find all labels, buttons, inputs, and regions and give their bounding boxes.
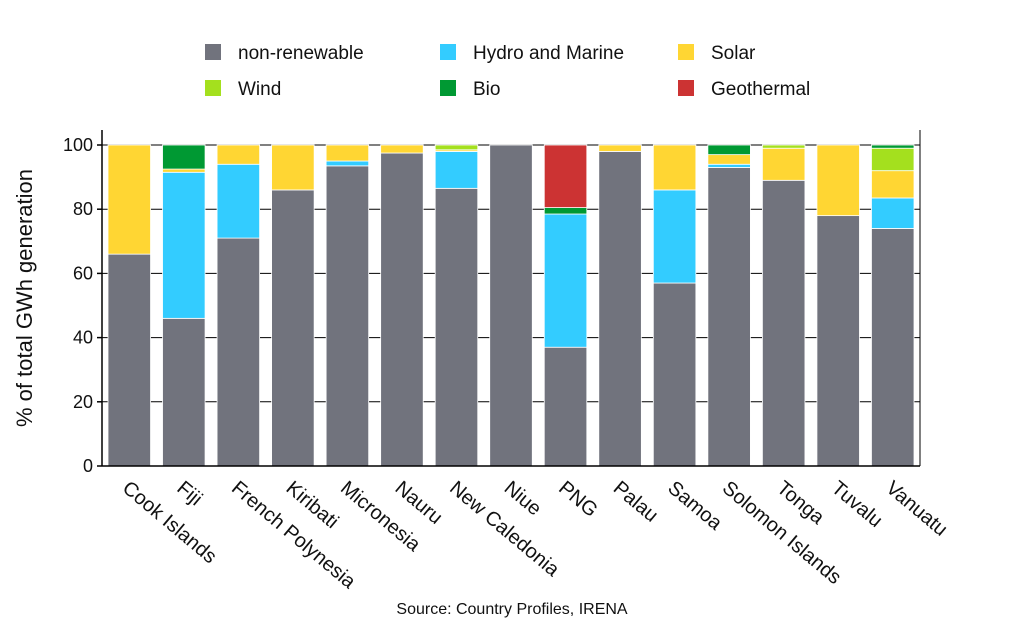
bar-solomon-islands-bio (707, 144, 751, 156)
bar-kiribati-non-renewable (271, 189, 315, 467)
legend-label-bio: Bio (473, 79, 500, 100)
axes (97, 130, 921, 467)
bar-png-geothermal (543, 144, 588, 208)
bar-solomon-islands-hydro-and-marine (707, 163, 751, 168)
y-tick-label-0: 0 (83, 456, 93, 476)
legend-label-solar: Solar (711, 43, 756, 64)
legend-swatch-hydro-and-marine (440, 44, 456, 60)
bar-micronesia-solar (325, 144, 370, 162)
legend-swatch-non-renewable (205, 44, 221, 60)
legend-label-hydro-and-marine: Hydro and Marine (473, 43, 624, 64)
y-tick-label-40: 40 (73, 328, 93, 348)
bar-nauru-solar (380, 144, 424, 154)
bar-cook-islands-solar (107, 144, 151, 255)
bar-palau-non-renewable (598, 151, 642, 467)
x-tick-label-vanuatu: Vanuatu (882, 477, 952, 541)
bar-tonga-non-renewable (762, 179, 806, 467)
bar-vanuatu-non-renewable (871, 228, 915, 467)
bar-png-bio (543, 207, 588, 215)
bar-vanuatu-solar (871, 170, 915, 199)
legend: non-renewable Hydro and Marine Solar Wind Bi… (205, 43, 810, 100)
y-tick-label-60: 60 (73, 263, 93, 283)
bar-new-caledonia-wind (434, 144, 479, 151)
y-tick-label-100: 100 (63, 135, 93, 155)
legend-swatch-solar (678, 44, 694, 60)
x-tick-label-fiji: Fiji (173, 477, 207, 510)
legend-label-wind: Wind (238, 79, 281, 100)
x-tick-label-cook-islands: Cook Islands (118, 477, 221, 568)
bar-tuvalu-solar (816, 144, 860, 217)
bar-cook-islands-non-renewable (107, 253, 151, 467)
bar-niue-non-renewable (489, 144, 533, 467)
bar-new-caledonia-non-renewable (434, 187, 479, 467)
bar-png-hydro-and-marine (543, 213, 588, 348)
bar-samoa-solar (652, 144, 697, 191)
bar-tonga-solar (762, 147, 806, 181)
bar-vanuatu-hydro-and-marine (871, 197, 915, 229)
x-tick-label-png: PNG (554, 477, 601, 522)
bar-tonga-wind (762, 144, 806, 149)
bar-french-polynesia-solar (216, 144, 261, 165)
bar-fiji-solar (162, 168, 206, 173)
bar-nauru-non-renewable (380, 152, 424, 467)
bar-fiji-hydro-and-marine (162, 171, 206, 319)
bar-fiji-non-renewable (162, 317, 206, 467)
source-note: Source: Country Profiles, IRENA (396, 601, 628, 618)
y-axis-label: % of total GWh generation (12, 169, 37, 427)
x-tick-label-samoa: Samoa (663, 477, 726, 535)
legend-swatch-geothermal (678, 80, 694, 96)
bar-kiribati-solar (271, 144, 315, 191)
y-tick-label-80: 80 (73, 199, 93, 219)
bar-new-caledonia-hydro-and-marine (434, 151, 479, 189)
y-tick-label-20: 20 (73, 392, 93, 412)
bar-palau-solar (598, 144, 642, 152)
bar-fiji-bio (162, 144, 206, 170)
bar-micronesia-non-renewable (325, 165, 370, 467)
legend-label-geothermal: Geothermal (711, 79, 810, 100)
bar-vanuatu-wind (871, 147, 915, 172)
bar-solomon-islands-solar (707, 154, 751, 165)
bar-vanuatu-bio (871, 144, 915, 149)
bar-french-polynesia-hydro-and-marine (216, 163, 261, 239)
y-tick-labels: 0 20 40 60 80 100 (63, 135, 93, 476)
bar-png-non-renewable (543, 346, 588, 467)
bar-samoa-non-renewable (652, 282, 697, 467)
x-tick-label-palau: Palau (609, 477, 662, 527)
legend-label-non-renewable: non-renewable (238, 43, 364, 64)
bar-solomon-islands-non-renewable (707, 167, 751, 467)
bar-samoa-hydro-and-marine (652, 189, 697, 284)
bar-micronesia-hydro-and-marine (325, 160, 370, 167)
bar-french-polynesia-non-renewable (216, 237, 261, 467)
x-tick-label-niue: Niue (500, 477, 546, 520)
legend-swatch-bio (440, 80, 456, 96)
legend-swatch-wind (205, 80, 221, 96)
x-tick-label-tuvalu: Tuvalu (827, 477, 887, 532)
bars (107, 144, 915, 467)
bar-tuvalu-non-renewable (816, 215, 860, 467)
